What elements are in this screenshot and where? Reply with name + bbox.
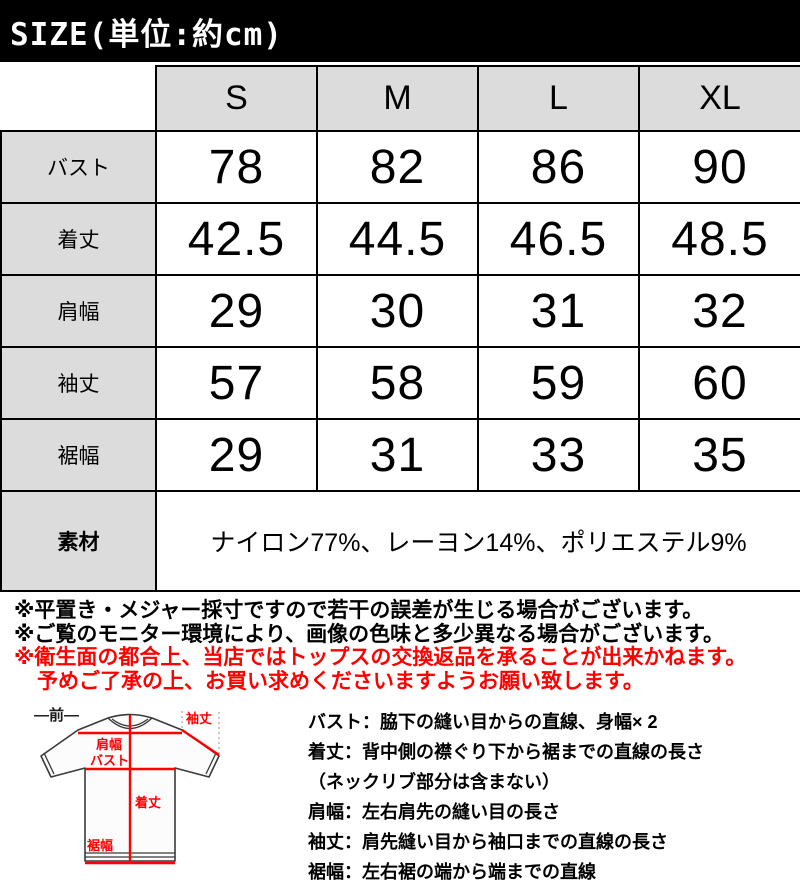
cell-length-m: 44.5 bbox=[316, 202, 479, 276]
note-measure-tolerance: ※平置き・メジャー採寸ですので若干の誤差が生じる場合がございます。 bbox=[14, 599, 704, 622]
label-hem: 裾幅 bbox=[87, 838, 113, 853]
measurement-notes: ※平置き・メジャー採寸ですので若干の誤差が生じる場合がございます。 ※ご覧のモニ… bbox=[14, 599, 800, 693]
cell-length-l: 46.5 bbox=[477, 202, 640, 276]
label-sleeve: 袖丈 bbox=[186, 711, 212, 726]
table-row-sleeve: 袖丈 57 58 59 60 bbox=[0, 346, 800, 420]
diagram-front-label: —前— bbox=[34, 706, 79, 724]
row-label-bust: バスト bbox=[0, 130, 157, 204]
cell-length-s: 42.5 bbox=[155, 202, 318, 276]
cell-sleeve-m: 58 bbox=[316, 346, 479, 420]
size-title-bar: SIZE(単位:約cm) bbox=[0, 0, 800, 62]
cell-sleeve-xl: 60 bbox=[638, 346, 800, 420]
def-shoulder: 肩幅：左右肩先の縫い目の長さ bbox=[308, 802, 560, 822]
cell-bust-xl: 90 bbox=[638, 130, 800, 204]
cell-hem-m: 31 bbox=[316, 418, 479, 492]
table-row-material: 素材 ナイロン77%、レーヨン14%、ポリエステル9% bbox=[0, 490, 800, 592]
note-no-return-cont: 予めご了承の上、お買い求めくださいますようお願い致します。 bbox=[37, 669, 644, 693]
size-table: S M L XL バスト 78 82 86 90 着丈 42.5 44.5 46… bbox=[0, 65, 800, 592]
cell-shoulder-s: 29 bbox=[155, 274, 318, 348]
sleeve-guide-dotted-lines bbox=[181, 709, 220, 754]
cell-bust-l: 86 bbox=[477, 130, 640, 204]
cell-hem-l: 33 bbox=[477, 418, 640, 492]
cell-bust-s: 78 bbox=[155, 130, 318, 204]
sleeve-line bbox=[181, 729, 220, 756]
row-label-shoulder: 肩幅 bbox=[0, 274, 157, 348]
cell-length-xl: 48.5 bbox=[638, 202, 800, 276]
bottom-section: —前— bbox=[0, 703, 800, 887]
row-label-material: 素材 bbox=[0, 490, 157, 592]
cell-material-value: ナイロン77%、レーヨン14%、ポリエステル9% bbox=[155, 490, 800, 592]
size-header-xl: XL bbox=[638, 65, 800, 132]
row-label-sleeve: 袖丈 bbox=[0, 346, 157, 420]
table-row-shoulder: 肩幅 29 30 31 32 bbox=[0, 274, 800, 348]
cell-shoulder-l: 31 bbox=[477, 274, 640, 348]
measurement-lines bbox=[78, 715, 220, 865]
def-sleeve: 袖丈：肩先縫い目から袖口までの直線の長さ bbox=[308, 832, 668, 852]
note-no-return: ※衛生面の都合上、当店ではトップスの交換返品を承ることが出来かねます。 bbox=[14, 646, 747, 669]
cell-sleeve-l: 59 bbox=[477, 346, 640, 420]
cell-hem-s: 29 bbox=[155, 418, 318, 492]
corner-cell bbox=[1, 66, 156, 131]
table-row-length: 着丈 42.5 44.5 46.5 48.5 bbox=[0, 202, 800, 276]
cell-shoulder-xl: 32 bbox=[638, 274, 800, 348]
measurement-definitions: バスト：脇下の縫い目からの直線、身幅× 2 着丈：背中側の襟ぐり下から裾までの直… bbox=[308, 703, 800, 887]
size-header-l: L bbox=[477, 65, 640, 132]
label-bust: バスト bbox=[90, 753, 129, 768]
def-hem: 裾幅：左右裾の端から端までの直線 bbox=[308, 862, 596, 882]
size-header-m: M bbox=[316, 65, 479, 132]
cell-hem-xl: 35 bbox=[638, 418, 800, 492]
size-title-text: SIZE(単位:約cm) bbox=[10, 16, 283, 53]
tshirt-diagram-svg: —前— bbox=[34, 706, 220, 865]
measurement-labels: 肩幅 袖丈 バスト 着丈 裾幅 bbox=[87, 711, 212, 853]
cell-shoulder-m: 30 bbox=[316, 274, 479, 348]
cell-bust-m: 82 bbox=[316, 130, 479, 204]
note-monitor-color: ※ご覧のモニター環境により、画像の色味と多少異なる場合がございます。 bbox=[14, 622, 725, 646]
table-row-hem: 裾幅 29 31 33 35 bbox=[0, 418, 800, 492]
label-shoulder: 肩幅 bbox=[96, 737, 122, 752]
tshirt-diagram: —前— bbox=[0, 703, 308, 887]
def-length: 着丈：背中側の襟ぐり下から裾までの直線の長さ bbox=[308, 742, 704, 762]
size-header-s: S bbox=[155, 65, 318, 132]
label-length: 着丈 bbox=[134, 795, 161, 810]
size-header-row: S M L XL bbox=[1, 65, 800, 132]
table-row-bust: バスト 78 82 86 90 bbox=[0, 130, 800, 204]
row-label-length: 着丈 bbox=[0, 202, 157, 276]
cell-sleeve-s: 57 bbox=[155, 346, 318, 420]
row-label-hem: 裾幅 bbox=[0, 418, 157, 492]
def-bust: バスト：脇下の縫い目からの直線、身幅× 2 bbox=[308, 712, 658, 732]
def-length-note: （ネックリブ部分は含まない） bbox=[308, 772, 560, 792]
